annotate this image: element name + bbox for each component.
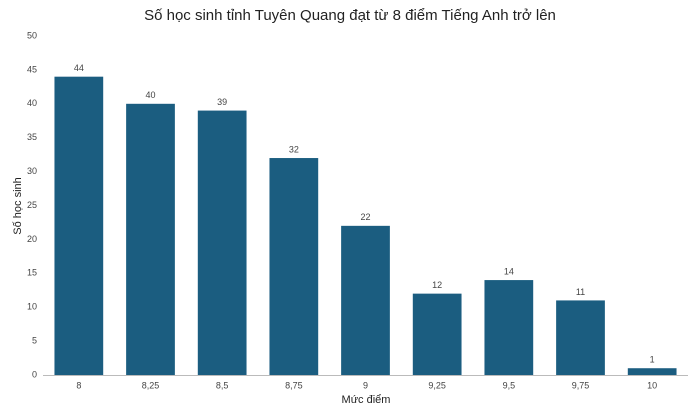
data-label: 11 (576, 287, 585, 297)
bar (197, 110, 247, 375)
data-label: 22 (360, 212, 370, 222)
bar (627, 368, 677, 375)
bar (341, 225, 390, 375)
bar (269, 158, 319, 375)
data-label: 44 (74, 63, 84, 73)
x-tick-label: 8,5 (216, 380, 229, 390)
y-tick-label: 15 (27, 268, 37, 278)
y-tick-label: 25 (27, 200, 37, 210)
bar (484, 280, 534, 375)
x-tick-label: 8,75 (285, 380, 303, 390)
x-tick-label: 9,25 (428, 380, 446, 390)
x-tick-label: 10 (647, 380, 657, 390)
bar (54, 76, 104, 376)
x-tick-label: 8,25 (142, 380, 160, 390)
x-tick-label: 9 (363, 380, 368, 390)
data-label: 40 (145, 90, 155, 100)
y-tick-label: 10 (27, 302, 37, 312)
bar (126, 103, 175, 376)
chart-title: Số học sinh tỉnh Tuyên Quang đạt từ 8 đi… (144, 7, 556, 24)
data-label: 32 (289, 144, 299, 154)
y-tick-label: 35 (27, 132, 37, 142)
bar (412, 293, 462, 375)
data-label: 39 (217, 97, 227, 107)
y-tick-label: 0 (32, 369, 37, 379)
y-tick-label: 40 (27, 98, 37, 108)
bar (556, 300, 605, 375)
x-axis-title: Mức điểm (342, 394, 391, 406)
x-tick-label: 8 (76, 380, 81, 390)
y-tick-label: 30 (27, 166, 37, 176)
x-tick-label: 9,5 (503, 380, 516, 390)
y-tick-label: 45 (27, 64, 37, 74)
y-axis-title: Số học sinh (12, 177, 24, 234)
y-tick-label: 20 (27, 234, 37, 244)
data-label: 1 (650, 355, 655, 365)
y-tick-label: 50 (27, 30, 37, 40)
data-label: 12 (432, 280, 442, 290)
data-label: 14 (504, 266, 514, 276)
x-tick-label: 9,75 (572, 380, 590, 390)
y-tick-label: 5 (32, 335, 37, 345)
